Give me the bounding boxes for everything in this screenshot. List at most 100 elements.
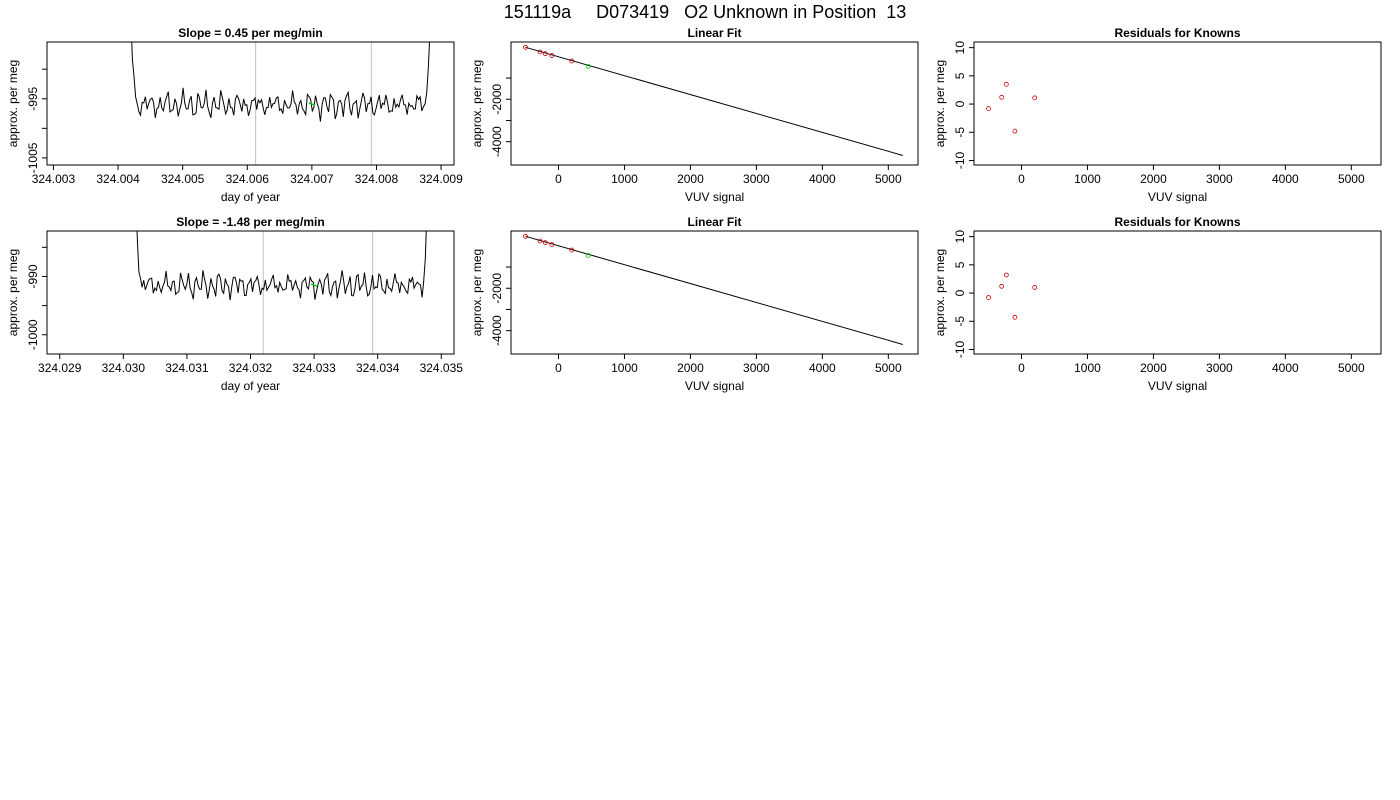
known-point	[999, 283, 1005, 289]
known-point	[999, 94, 1005, 100]
x-axis-label: VUV signal	[1148, 379, 1207, 393]
x-tick-label: 324.009	[419, 172, 463, 186]
y-tick-label: -5	[953, 316, 967, 327]
y-tick-label: 0	[953, 289, 967, 296]
time-series-line	[136, 231, 427, 301]
x-tick-label: 5000	[875, 361, 902, 375]
highlight-mark	[308, 102, 316, 106]
x-tick-label: 324.034	[356, 361, 400, 375]
known-point	[523, 44, 528, 50]
x-tick-label: 3000	[743, 361, 770, 375]
known-point	[549, 242, 555, 247]
x-axis-label: VUV signal	[685, 379, 744, 393]
x-tick-label: 0	[555, 172, 562, 186]
x-tick-label: 324.008	[355, 172, 399, 186]
y-tick-label: -2000	[490, 84, 504, 115]
x-axis-label: day of year	[221, 379, 280, 393]
known-point	[542, 51, 548, 57]
x-tick-label: 5000	[1338, 172, 1365, 186]
x-tick-label: 324.035	[420, 361, 464, 375]
known-point	[542, 240, 548, 246]
plot-area	[986, 272, 1038, 320]
plot-area	[523, 44, 903, 156]
plot-frame	[46, 230, 455, 355]
known-point	[537, 49, 543, 55]
known-point	[549, 53, 555, 58]
x-tick-label: 2000	[1140, 361, 1167, 375]
x-tick-label: 0	[555, 361, 562, 375]
y-tick-label: -995	[26, 86, 40, 110]
known-point	[1003, 81, 1009, 87]
x-tick-label: 4000	[809, 361, 836, 375]
x-tick-label: 324.033	[292, 361, 336, 375]
known-point	[1032, 285, 1038, 290]
x-tick-label: 2000	[1140, 172, 1167, 186]
unknown-point	[585, 63, 591, 69]
y-tick-label: -10	[953, 340, 967, 358]
known-point	[986, 295, 991, 300]
x-tick-label: 324.006	[226, 172, 270, 186]
chart-panel: Residuals for Knowns VUV signal approx. pe…	[933, 26, 1382, 204]
x-axis-label: VUV signal	[1148, 190, 1207, 204]
y-tick-label: -1005	[26, 142, 40, 173]
x-tick-label: 0	[1018, 361, 1025, 375]
y-axis-label: approx. per meg	[470, 60, 484, 147]
x-tick-label: 3000	[1206, 361, 1233, 375]
y-axis-label: approx. per meg	[933, 249, 947, 336]
x-tick-label: 324.007	[290, 172, 334, 186]
page-title: 151119a D073419 O2 Unknown in Position 1…	[504, 2, 907, 22]
plot-area	[136, 231, 427, 354]
plot-area	[131, 42, 430, 165]
x-tick-label: 5000	[875, 172, 902, 186]
y-tick-label: -1000	[26, 319, 40, 350]
y-tick-label: 10	[953, 230, 967, 244]
x-axis-label: VUV signal	[685, 190, 744, 204]
known-point	[1032, 95, 1038, 101]
x-tick-label: 2000	[677, 361, 704, 375]
y-axis-label: approx. per meg	[6, 249, 20, 336]
x-tick-label: 324.030	[102, 361, 146, 375]
known-point	[537, 238, 543, 244]
x-tick-label: 324.032	[229, 361, 273, 375]
panel-title: Residuals for Knowns	[1114, 215, 1240, 229]
x-tick-label: 1000	[611, 172, 638, 186]
x-tick-label: 3000	[743, 172, 770, 186]
x-tick-label: 1000	[611, 361, 638, 375]
y-tick-label: -4000	[490, 315, 504, 346]
panel-title: Slope = 0.45 per meg/min	[178, 26, 322, 40]
y-tick-label: -990	[26, 264, 40, 288]
x-tick-label: 324.003	[32, 172, 76, 186]
unknown-point	[585, 252, 591, 258]
x-tick-label: 324.031	[165, 361, 209, 375]
y-axis-label: approx. per meg	[933, 60, 947, 147]
fit-line	[525, 46, 903, 156]
y-tick-label: -5	[953, 127, 967, 138]
known-point	[1012, 314, 1018, 320]
x-tick-label: 1000	[1074, 361, 1101, 375]
y-tick-label: -2000	[490, 273, 504, 304]
plot-area	[986, 81, 1038, 134]
x-tick-label: 4000	[1272, 361, 1299, 375]
highlight-mark	[310, 283, 318, 287]
x-tick-label: 324.005	[161, 172, 205, 186]
panels: Slope = 0.45 per meg/min day of year appro…	[6, 26, 1382, 393]
x-tick-label: 5000	[1338, 361, 1365, 375]
y-tick-label: 5	[953, 261, 967, 268]
chart-panel: Linear Fit VUV signal approx. per meg 0 1000…	[470, 215, 919, 393]
x-tick-label: 4000	[809, 172, 836, 186]
plot-frame	[973, 41, 1382, 166]
chart-panel: Residuals for Knowns VUV signal approx. pe…	[933, 215, 1382, 393]
y-tick-label: 5	[953, 72, 967, 79]
plot-frame	[510, 41, 919, 166]
known-point	[1003, 272, 1009, 278]
plot-frame	[510, 230, 919, 355]
plot-area	[523, 233, 903, 345]
plot-frame	[46, 41, 455, 166]
x-tick-label: 4000	[1272, 172, 1299, 186]
known-point	[523, 233, 528, 239]
chart-panel: Slope = 0.45 per meg/min day of year appro…	[6, 26, 463, 204]
y-tick-label: 10	[953, 41, 967, 55]
fit-line	[525, 235, 903, 345]
chart-panel: Slope = -1.48 per meg/min day of year appr…	[6, 215, 464, 393]
